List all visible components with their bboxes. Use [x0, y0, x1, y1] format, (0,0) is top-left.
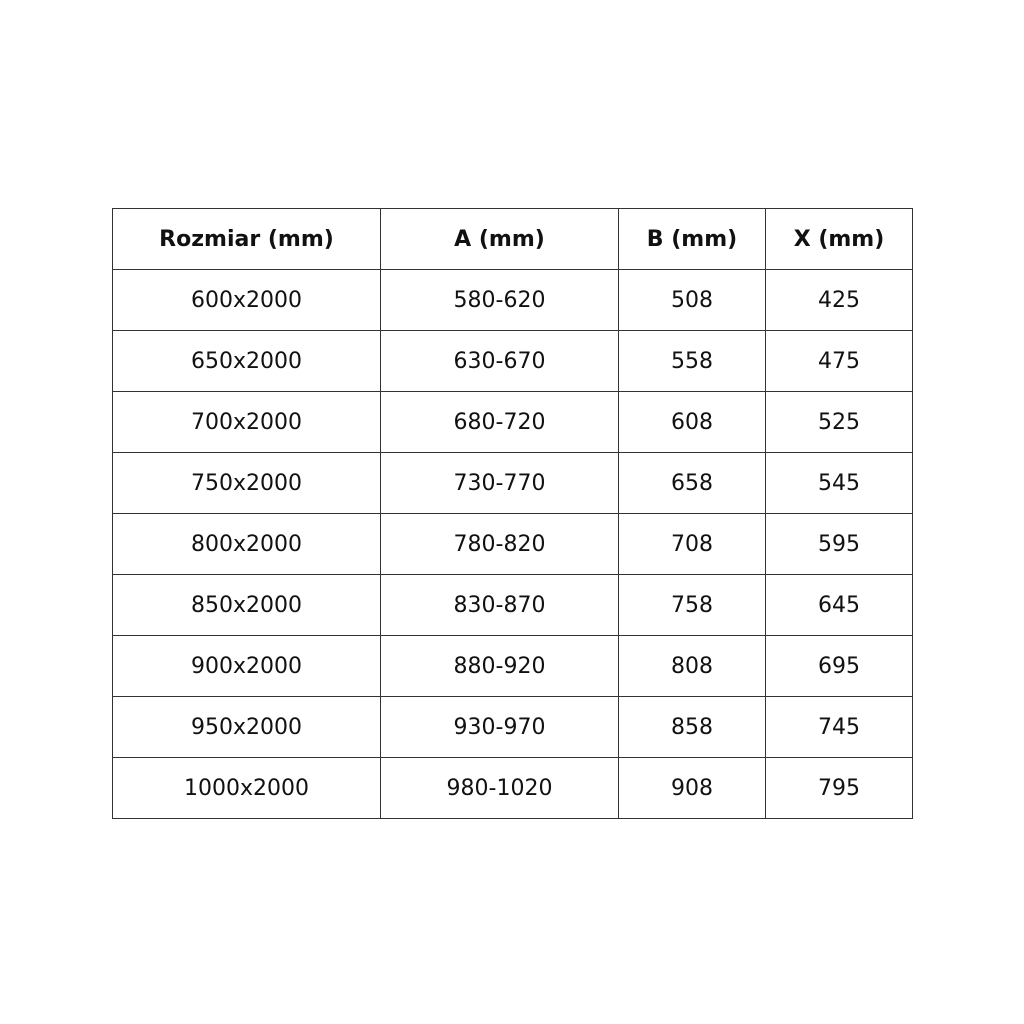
cell-a: 880-920: [380, 635, 619, 697]
cell-x: 645: [765, 574, 913, 636]
header-a: A (mm): [380, 208, 619, 270]
cell-a: 630-670: [380, 330, 619, 392]
table-row: 750x2000 730-770 658 545: [112, 452, 913, 514]
cell-size: 650x2000: [112, 330, 381, 392]
cell-b: 908: [618, 757, 766, 819]
cell-size: 700x2000: [112, 391, 381, 453]
table-row: 700x2000 680-720 608 525: [112, 391, 913, 453]
cell-x: 525: [765, 391, 913, 453]
cell-a: 730-770: [380, 452, 619, 514]
size-table: Rozmiar (mm) A (mm) B (mm) X (mm) 600x20…: [112, 208, 913, 819]
cell-size: 600x2000: [112, 269, 381, 331]
cell-x: 795: [765, 757, 913, 819]
table-row: 800x2000 780-820 708 595: [112, 513, 913, 575]
cell-b: 808: [618, 635, 766, 697]
cell-x: 745: [765, 696, 913, 758]
cell-a: 830-870: [380, 574, 619, 636]
table-row: 850x2000 830-870 758 645: [112, 574, 913, 636]
cell-size: 950x2000: [112, 696, 381, 758]
cell-x: 425: [765, 269, 913, 331]
cell-a: 580-620: [380, 269, 619, 331]
cell-b: 658: [618, 452, 766, 514]
header-x: X (mm): [765, 208, 913, 270]
cell-size: 1000x2000: [112, 757, 381, 819]
cell-b: 558: [618, 330, 766, 392]
cell-x: 695: [765, 635, 913, 697]
table-row: 1000x2000 980-1020 908 795: [112, 757, 913, 819]
cell-a: 930-970: [380, 696, 619, 758]
cell-b: 508: [618, 269, 766, 331]
cell-x: 475: [765, 330, 913, 392]
table-row: 900x2000 880-920 808 695: [112, 635, 913, 697]
cell-size: 800x2000: [112, 513, 381, 575]
header-size: Rozmiar (mm): [112, 208, 381, 270]
cell-size: 750x2000: [112, 452, 381, 514]
cell-b: 858: [618, 696, 766, 758]
header-row: Rozmiar (mm) A (mm) B (mm) X (mm): [112, 208, 913, 270]
cell-a: 680-720: [380, 391, 619, 453]
header-b: B (mm): [618, 208, 766, 270]
cell-size: 900x2000: [112, 635, 381, 697]
cell-b: 708: [618, 513, 766, 575]
table-row: 600x2000 580-620 508 425: [112, 269, 913, 331]
cell-x: 595: [765, 513, 913, 575]
cell-b: 608: [618, 391, 766, 453]
cell-x: 545: [765, 452, 913, 514]
cell-a: 780-820: [380, 513, 619, 575]
table-row: 950x2000 930-970 858 745: [112, 696, 913, 758]
cell-size: 850x2000: [112, 574, 381, 636]
table-row: 650x2000 630-670 558 475: [112, 330, 913, 392]
cell-a: 980-1020: [380, 757, 619, 819]
cell-b: 758: [618, 574, 766, 636]
